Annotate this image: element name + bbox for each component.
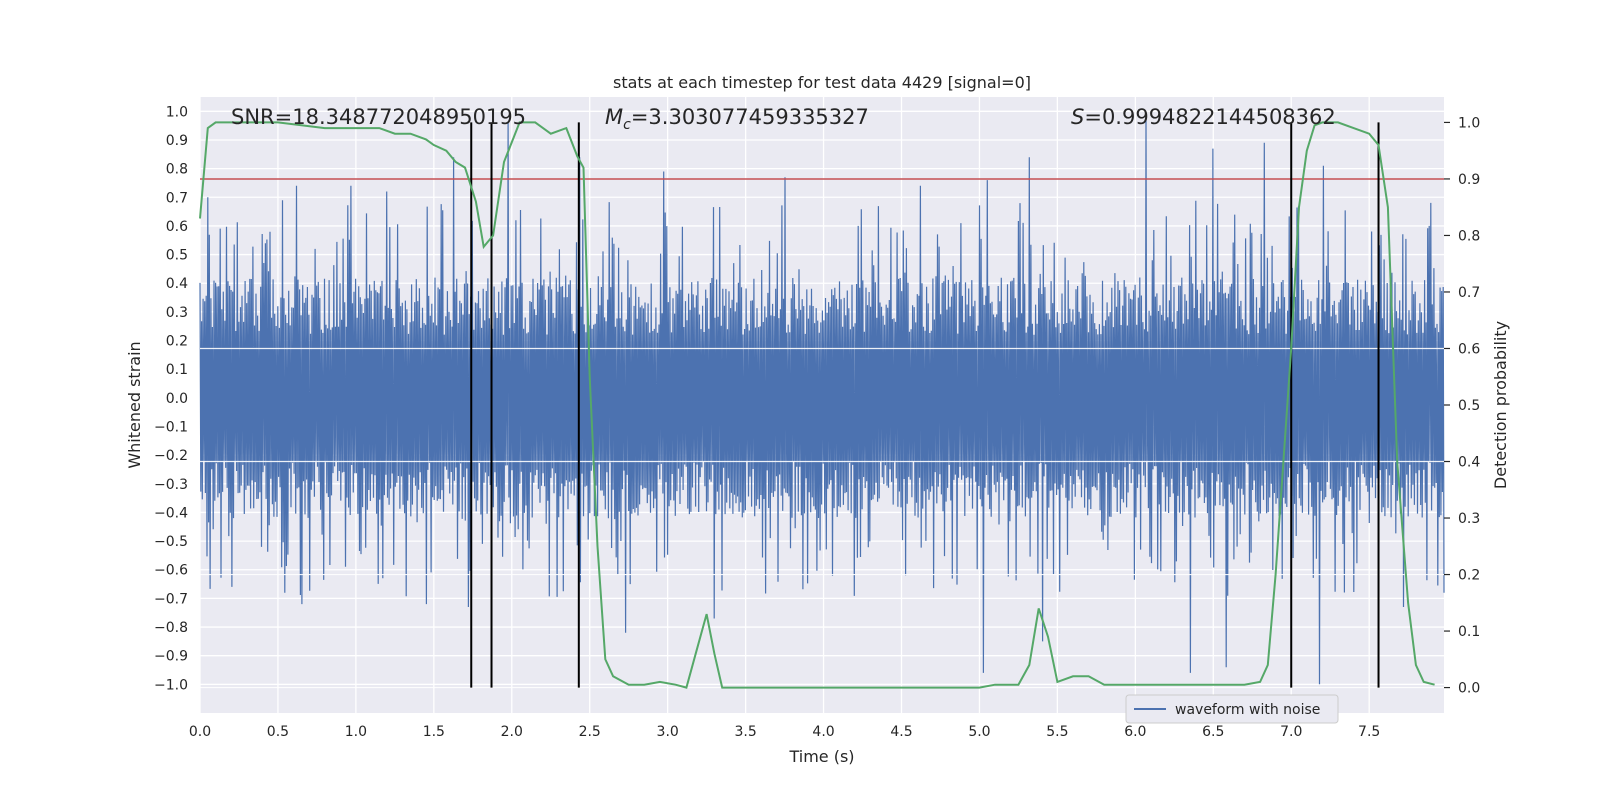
y-tick-label: 0.4 [166, 276, 188, 292]
x-tick-label: 4.5 [890, 724, 912, 740]
y-tick-label: −0.8 [154, 620, 188, 636]
y2-tick-label: 0.2 [1458, 568, 1480, 584]
y-tick-label: −0.4 [154, 505, 188, 521]
y-tick-label: 0.7 [166, 190, 188, 206]
y-tick-label: −0.9 [154, 649, 188, 665]
s-symbol: S [1071, 105, 1084, 129]
y2-tick-label: 0.9 [1458, 172, 1480, 188]
y-tick-label: −0.2 [154, 448, 188, 464]
y-axis-label: Whitened strain [125, 341, 144, 468]
mc-subscript: c [623, 117, 631, 133]
x-tick-label: 3.5 [734, 724, 756, 740]
y2-axis-label: Detection probability [1491, 321, 1510, 489]
mc-value: =3.303077459335327 [631, 105, 869, 129]
s-value: =0.9994822144508362 [1084, 105, 1335, 129]
x-tick-label: 4.0 [812, 724, 834, 740]
y-tick-label: 0.6 [166, 219, 188, 235]
x-tick-label: 7.5 [1358, 724, 1380, 740]
axis-ticks: 0.0 0.5 1.0 1.5 2.0 2.5 3.0 3.5 4.0 4.5 5.0 5.5 6.0 6… [154, 104, 1480, 740]
snr-annotation: SNR=18.348772048950195 [231, 105, 526, 129]
x-tick-label: 6.5 [1202, 724, 1224, 740]
y-tick-label: −0.6 [154, 563, 188, 579]
chirp-mass-annotation: Mc=3.303077459335327 [605, 105, 869, 133]
y-tick-label: −1.0 [154, 677, 188, 693]
x-tick-label: 1.5 [423, 724, 445, 740]
y-tick-label: 0.2 [166, 334, 188, 350]
x-tick-label: 6.0 [1124, 724, 1146, 740]
waveform-series [199, 114, 1445, 689]
vertical-markers [470, 122, 1380, 688]
legend: waveform with noise [1125, 694, 1339, 724]
y2-tick-label: 0.3 [1458, 511, 1480, 527]
waveform-line [199, 114, 1445, 685]
x-tick-label: 5.5 [1046, 724, 1068, 740]
y2-tick-label: 0.0 [1458, 681, 1480, 697]
score-annotation: S=0.9994822144508362 [1071, 105, 1336, 129]
chart-title: stats at each timestep for test data 442… [613, 73, 1031, 92]
probability-series [199, 121, 1435, 689]
y-tick-label: −0.3 [154, 477, 188, 493]
x-tick-label: 3.0 [657, 724, 679, 740]
legend-label-waveform: waveform with noise [1175, 702, 1320, 718]
legend-box [1125, 694, 1339, 724]
x-axis-label: Time (s) [788, 747, 854, 766]
y2-tick-label: 0.8 [1458, 228, 1480, 244]
x-tick-label: 2.5 [579, 724, 601, 740]
y2-tick-label: 0.6 [1458, 341, 1480, 357]
y-tick-label: 0.0 [166, 391, 188, 407]
y-tick-label: 0.1 [166, 362, 188, 378]
x-tick-label: 2.0 [501, 724, 523, 740]
x-tick-label: 1.0 [345, 724, 367, 740]
y-tick-label: −0.7 [154, 591, 188, 607]
y2-tick-label: 0.5 [1458, 398, 1480, 414]
mc-symbol: M [605, 105, 623, 129]
y2-tick-label: 1.0 [1458, 115, 1480, 131]
y2-tick-label: 0.1 [1458, 624, 1480, 640]
y-tick-label: −0.5 [154, 534, 188, 550]
x-tick-label: 5.0 [968, 724, 990, 740]
x-tick-label: 0.0 [189, 724, 211, 740]
y-tick-label: 0.3 [166, 305, 188, 321]
probability-line [199, 121, 1435, 689]
y-tick-label: 1.0 [166, 104, 188, 120]
x-tick-label: 7.0 [1280, 724, 1302, 740]
y-tick-label: 0.9 [166, 133, 188, 149]
y-tick-label: −0.1 [154, 419, 188, 435]
y2-tick-label: 0.4 [1458, 455, 1480, 471]
x-tick-label: 0.5 [267, 724, 289, 740]
y-tick-label: 0.8 [166, 162, 188, 178]
y2-tick-label: 0.7 [1458, 285, 1480, 301]
y-tick-label: 0.5 [166, 248, 188, 264]
